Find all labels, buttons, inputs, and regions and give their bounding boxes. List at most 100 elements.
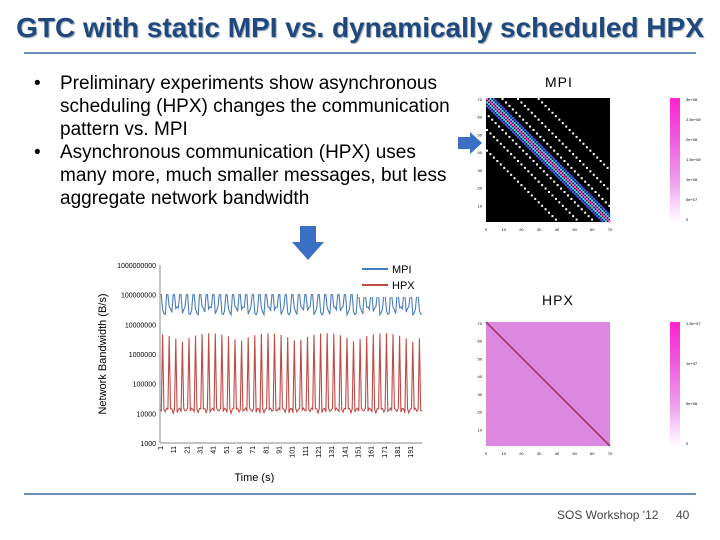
heatmap-cell (582, 197, 585, 200)
heatmap-cell (501, 106, 504, 109)
heatmap-cell (542, 161, 545, 164)
heatmap-cell (565, 146, 568, 149)
heatmap-cell (606, 215, 609, 218)
heatmap-cell (503, 111, 506, 114)
heatmap-cell (518, 137, 521, 140)
heatmap-cell (501, 129, 504, 132)
heatmap-x-tick: 0 (485, 451, 488, 456)
heatmap-cell (522, 137, 525, 140)
heatmap-cell (573, 170, 576, 173)
heatmap-cell (486, 149, 489, 152)
heatmap-cell (606, 211, 609, 214)
heatmap-cell (492, 111, 495, 114)
heatmap-cell (566, 194, 569, 197)
heatmap-cell (597, 209, 600, 212)
heatmap-cell (529, 134, 532, 137)
heatmap-cell (591, 206, 594, 209)
heatmap-cell (591, 196, 594, 199)
heatmap-cell (522, 130, 525, 133)
heatmap-cell (523, 139, 526, 142)
heatmap-cell (589, 201, 592, 204)
x-tick-label: 161 (369, 446, 376, 458)
heatmap-y-tick: 40 (478, 150, 483, 155)
heatmap-cell (496, 160, 499, 163)
x-tick-label: 11 (171, 446, 178, 453)
heatmap-cell (553, 168, 556, 171)
heatmap-cell (537, 149, 540, 152)
heatmap-cell (537, 118, 540, 121)
heatmap-cell (530, 135, 533, 138)
heatmap-cell (599, 204, 602, 207)
heatmap-cell (596, 211, 599, 214)
heatmap-cell (560, 172, 563, 175)
heatmap-cell (587, 196, 590, 199)
heatmap-cell (575, 184, 578, 187)
heatmap-cell (534, 177, 537, 180)
heatmap-cell (546, 165, 549, 168)
heatmap-cell (585, 166, 588, 169)
heatmap-cell (577, 192, 580, 195)
heatmap-cell (551, 163, 554, 166)
heatmap-cell (544, 125, 547, 128)
heatmap-x-tick: 50 (572, 227, 577, 232)
heatmap-cell (515, 142, 518, 145)
heatmap-cell (503, 146, 506, 149)
heatmap-cell (551, 194, 554, 197)
heatmap-cell (511, 108, 514, 111)
heatmap-cell (492, 101, 495, 104)
heatmap-cell (572, 187, 575, 190)
heatmap-cell (525, 134, 528, 137)
heatmap-cell (534, 197, 537, 200)
heatmap-y-tick: 70 (478, 321, 483, 326)
heatmap-cell (599, 160, 602, 163)
heatmap-cell (572, 180, 575, 183)
mpi-heatmap: 0 10 20 30 40 50 60 70 70 60 50 40 30 20 10 3e+08 2.5e+0… (478, 97, 702, 232)
heatmap-cell (504, 110, 507, 113)
heatmap-cell (486, 104, 489, 107)
heatmap-cell (573, 185, 576, 188)
heatmap-cell (499, 115, 502, 118)
heatmap-cell (548, 160, 551, 163)
heatmap-cell (541, 122, 544, 125)
heatmap-cell (577, 173, 580, 176)
heatmap-cell (560, 187, 563, 190)
heatmap-cell (499, 108, 502, 111)
heatmap-cell (522, 141, 525, 144)
heatmap-cell (594, 213, 597, 216)
heatmap-cell (548, 108, 551, 111)
heatmap-cell (537, 180, 540, 183)
heatmap-cell (520, 135, 523, 138)
heatmap-cell (570, 189, 573, 192)
heatmap-cell (561, 122, 564, 125)
heatmap-cell (504, 123, 507, 126)
heatmap-cell (563, 191, 566, 194)
heatmap-x-tick: 40 (555, 227, 560, 232)
heatmap-cell (604, 209, 607, 212)
y-tick-label: 10000 (137, 411, 157, 418)
x-tick-label: 171 (382, 446, 389, 458)
heatmap-y-tick: 20 (478, 410, 483, 415)
heatmap-cell (566, 163, 569, 166)
heatmap-cell (570, 197, 573, 200)
heatmap-cell (568, 187, 571, 190)
bullet-dot-icon: • (34, 73, 41, 94)
heatmap-cell (592, 208, 595, 211)
x-axis-label: Time (s) (234, 472, 274, 483)
heatmap-cell (523, 129, 526, 132)
colorbar-tick: 1e+07 (686, 361, 698, 366)
heatmap-cell (508, 123, 511, 126)
heatmap-cell (591, 199, 594, 202)
heatmap-cell (604, 213, 607, 216)
heatmap-cell (591, 187, 594, 190)
heatmap-cell (499, 142, 502, 145)
heatmap-cell (546, 154, 549, 157)
heatmap-cell (523, 135, 526, 138)
heatmap-cell (608, 216, 611, 219)
heatmap-cell (541, 184, 544, 187)
heatmap-cell (558, 170, 561, 173)
heatmap-y-tick: 10 (478, 427, 483, 432)
heatmap-cell (513, 122, 516, 125)
x-tick-label: 181 (395, 446, 402, 458)
heatmap-cell (563, 172, 566, 175)
heatmap-cell (520, 184, 523, 187)
